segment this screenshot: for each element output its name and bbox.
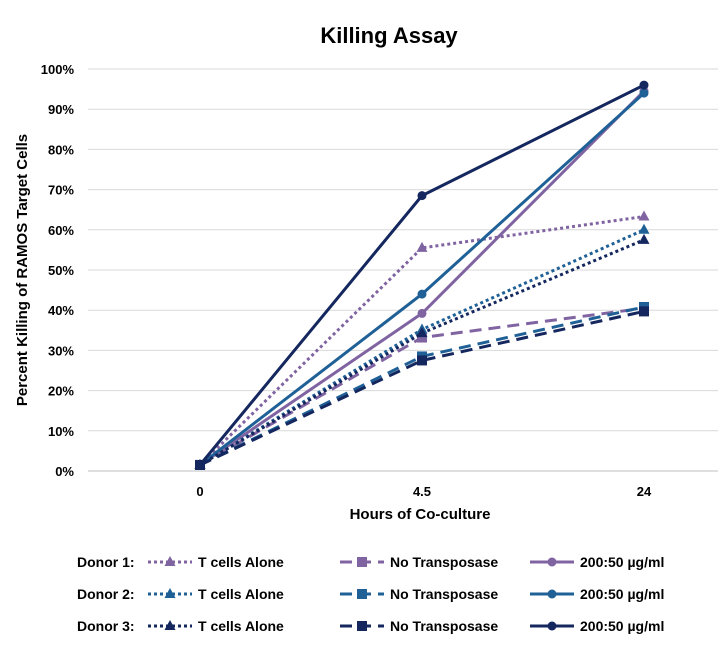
data-point-square: [639, 306, 649, 317]
y-tick-label: 40%: [48, 303, 74, 318]
series-line: [199, 92, 646, 467]
x-tick-label: 0: [196, 484, 203, 499]
y-tick-label: 50%: [48, 263, 74, 278]
legend-series-label: 200:50 µg/ml: [580, 618, 664, 634]
series-line: [199, 228, 645, 467]
data-point-circle: [195, 460, 205, 470]
y-tick-label: 70%: [48, 183, 74, 198]
legend-donor-label: Donor 1:: [77, 554, 135, 570]
data-point-circle: [639, 80, 649, 90]
y-tick-label: 30%: [48, 343, 74, 358]
legend-swatch-marker: [164, 588, 176, 598]
legend-donor-label: Donor 3:: [77, 618, 135, 634]
data-point-triangle: [638, 233, 650, 244]
y-tick-label: 20%: [48, 384, 74, 399]
legend-swatch-marker: [164, 556, 176, 566]
legend: Donor 1: T cells Alone No Transposase 200:5…: [77, 554, 664, 634]
x-tick-label: 24: [637, 484, 652, 499]
legend-series-label: T cells Alone: [198, 586, 284, 602]
y-tick-label: 80%: [48, 142, 74, 157]
series-line: [198, 83, 645, 466]
legend-swatch-marker: [357, 589, 367, 599]
legend-swatch-marker: [164, 620, 176, 630]
series-line: [199, 90, 646, 467]
legend-series-label: No Transposase: [390, 618, 498, 634]
legend-swatch-marker: [357, 557, 367, 567]
legend-swatch-marker: [547, 621, 557, 631]
legend-series-label: 200:50 µg/ml: [580, 586, 664, 602]
data-point-circle: [417, 191, 427, 201]
series-line: [198, 215, 645, 467]
series-line: [199, 309, 645, 467]
legend-swatch-marker: [547, 557, 557, 567]
legend-series-label: No Transposase: [390, 554, 498, 570]
x-tick-labels: 0 4.5 24: [196, 484, 652, 499]
data-point-square: [417, 332, 427, 343]
data-point-square: [417, 355, 427, 366]
legend-swatch-marker: [357, 621, 367, 631]
chart-title: Killing Assay: [320, 23, 458, 48]
data-point-triangle: [416, 241, 428, 252]
data-point-triangle: [638, 223, 650, 234]
y-tick-label: 60%: [48, 223, 74, 238]
data-point-triangle: [416, 327, 428, 338]
y-axis-label: Percent Killing of RAMOS Target Cells: [14, 134, 31, 406]
y-tick-label: 90%: [48, 102, 74, 117]
x-tick-label: 4.5: [413, 484, 431, 499]
x-axis-label: Hours of Co-culture: [350, 506, 491, 523]
data-point-circle: [417, 289, 427, 299]
data-point-circle: [639, 88, 649, 98]
legend-series-label: No Transposase: [390, 586, 498, 602]
y-tick-label: 10%: [48, 424, 74, 439]
gridlines: [88, 68, 718, 472]
legend-swatch-marker: [547, 589, 557, 599]
legend-donor-label: Donor 2:: [77, 586, 135, 602]
legend-series-label: T cells Alone: [198, 618, 284, 634]
data-point-circle: [417, 308, 427, 318]
y-tick-label: 0%: [55, 464, 74, 479]
series-lines: [194, 80, 650, 470]
y-tick-label: 100%: [41, 62, 75, 77]
legend-series-label: T cells Alone: [198, 554, 284, 570]
legend-series-label: 200:50 µg/ml: [580, 554, 664, 570]
y-tick-labels: 0% 10% 20% 30% 40% 50% 60% 70% 80% 90% 100%: [41, 62, 75, 479]
data-point-triangle: [638, 210, 650, 221]
